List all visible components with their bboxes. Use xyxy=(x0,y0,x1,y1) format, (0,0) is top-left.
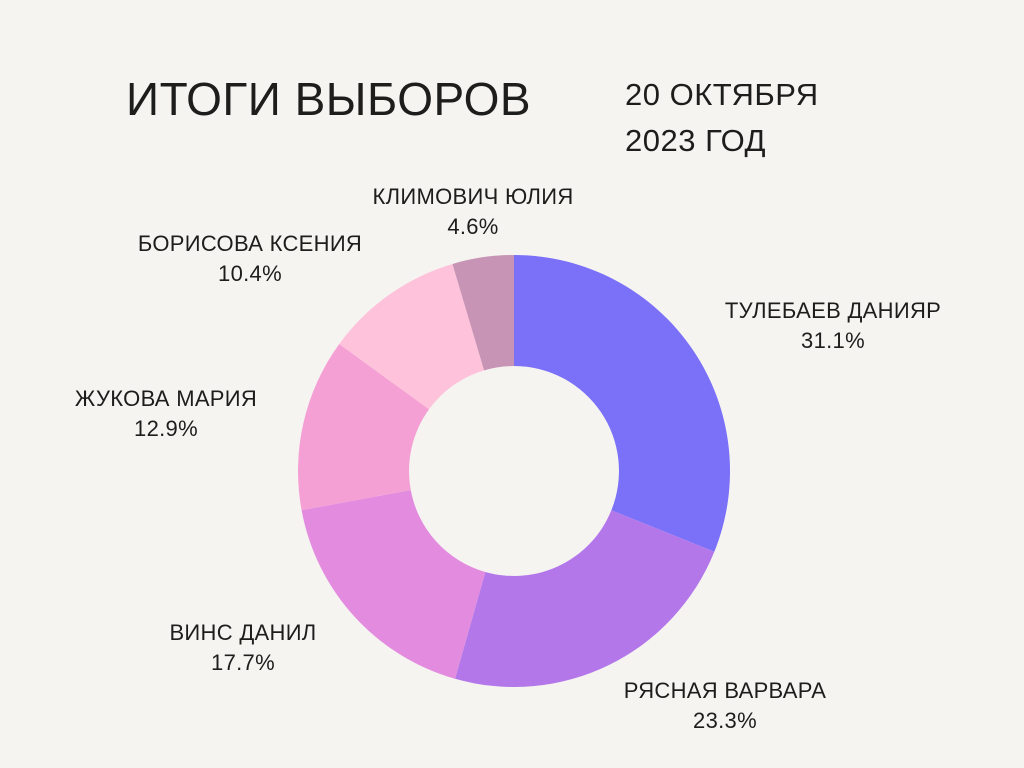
slice-label-vins-danil: ВИНС ДАНИЛ 17.7% xyxy=(169,618,316,678)
slice-label-borisova-ksenia: БОРИСОВА КСЕНИЯ 10.4% xyxy=(138,229,362,289)
slice-percent: 4.6% xyxy=(447,214,499,239)
donut-segment-2 xyxy=(301,490,486,679)
slice-percent: 10.4% xyxy=(218,261,282,286)
slice-name: БОРИСОВА КСЕНИЯ xyxy=(137,231,363,256)
date-line-1: 20 ОКТЯБРЯ xyxy=(625,77,819,112)
slice-percent: 12.9% xyxy=(134,416,198,441)
slice-name: ЖУКОВА МАРИЯ xyxy=(74,386,258,411)
slice-name: ТУЛЕБАЕВ ДАНИЯР xyxy=(724,298,942,323)
slice-name: КЛИМОВИЧ ЮЛИЯ xyxy=(372,184,574,209)
donut-segment-1 xyxy=(455,510,715,687)
slice-percent: 23.3% xyxy=(693,708,757,733)
donut-segment-5 xyxy=(452,255,514,371)
page-title: ИТОГИ ВЫБОРОВ xyxy=(126,73,532,125)
slice-label-tulebaev-daniyar: ТУЛЕБАЕВ ДАНИЯР 31.1% xyxy=(725,296,941,356)
slice-label-klimovich-yulia: КЛИМОВИЧ ЮЛИЯ 4.6% xyxy=(372,182,573,242)
slice-label-zhukova-maria: ЖУКОВА МАРИЯ 12.9% xyxy=(75,384,257,444)
slice-label-ryasnaya-varvara: РЯСНАЯ ВАРВАРА 23.3% xyxy=(624,676,827,736)
donut-segment-0 xyxy=(514,255,730,552)
donut-segment-3 xyxy=(298,344,430,511)
date-line-2: 2023 ГОД xyxy=(625,123,767,158)
date-block: 20 ОКТЯБРЯ 2023 ГОД xyxy=(625,72,819,164)
slice-name: ВИНС ДАНИЛ xyxy=(169,620,317,645)
slice-name: РЯСНАЯ ВАРВАРА xyxy=(623,678,827,703)
slice-percent: 17.7% xyxy=(211,650,275,675)
donut-segment-4 xyxy=(339,263,485,410)
slice-percent: 31.1% xyxy=(801,328,865,353)
donut-chart xyxy=(298,255,730,687)
